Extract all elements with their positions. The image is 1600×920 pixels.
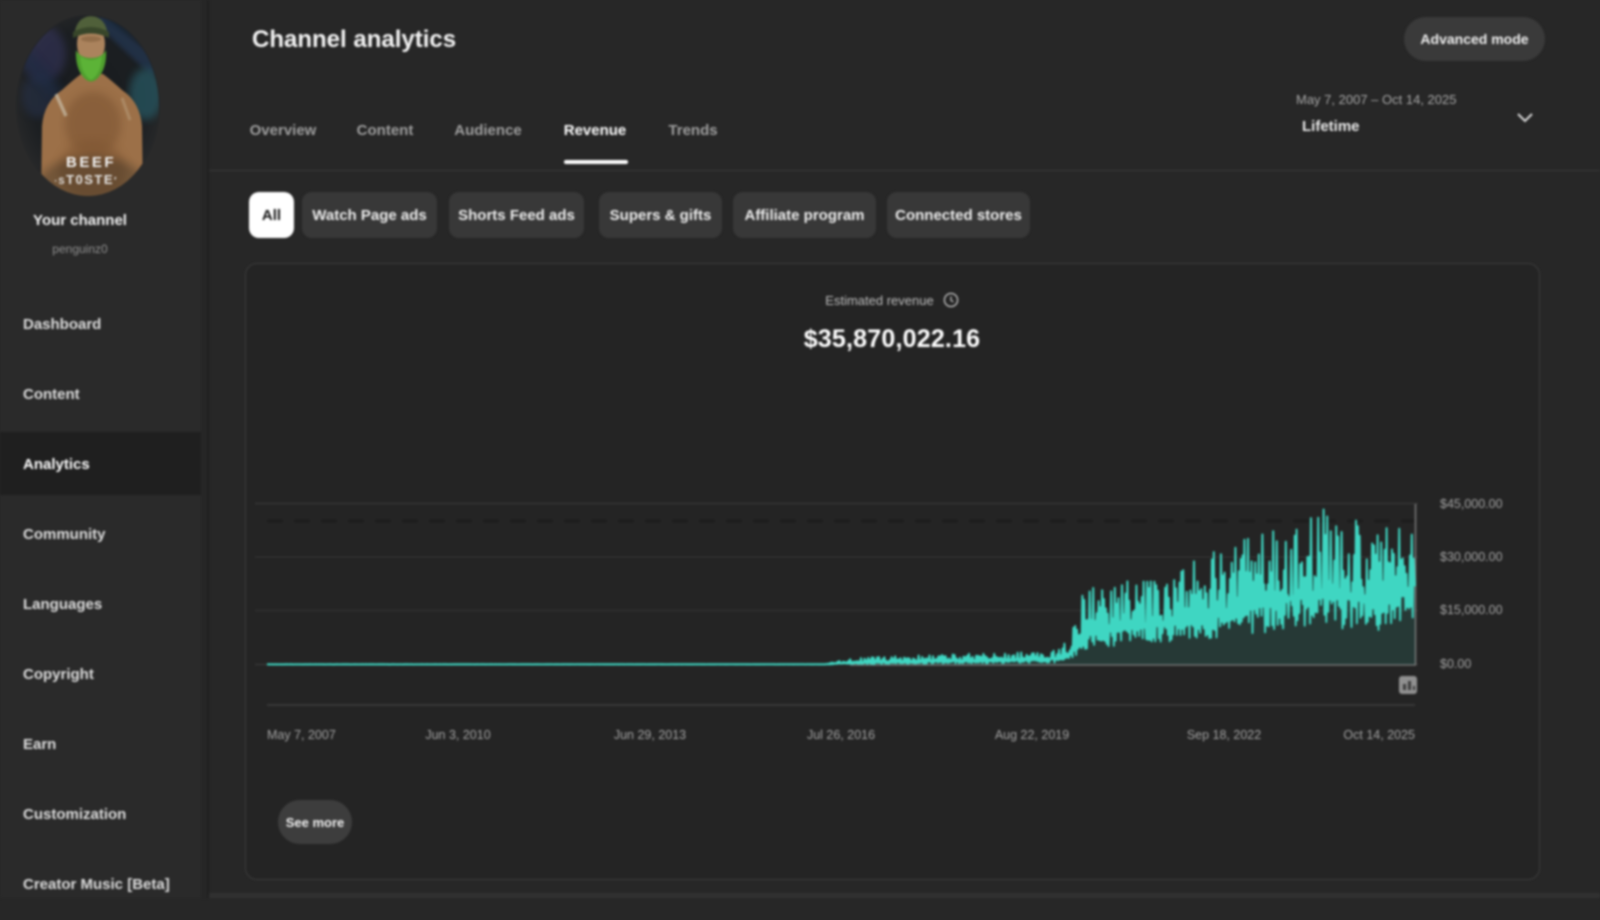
svg-text:BEEF: BEEF bbox=[66, 154, 116, 171]
svg-text:·ST0STE′: ·ST0STE′ bbox=[54, 172, 118, 187]
